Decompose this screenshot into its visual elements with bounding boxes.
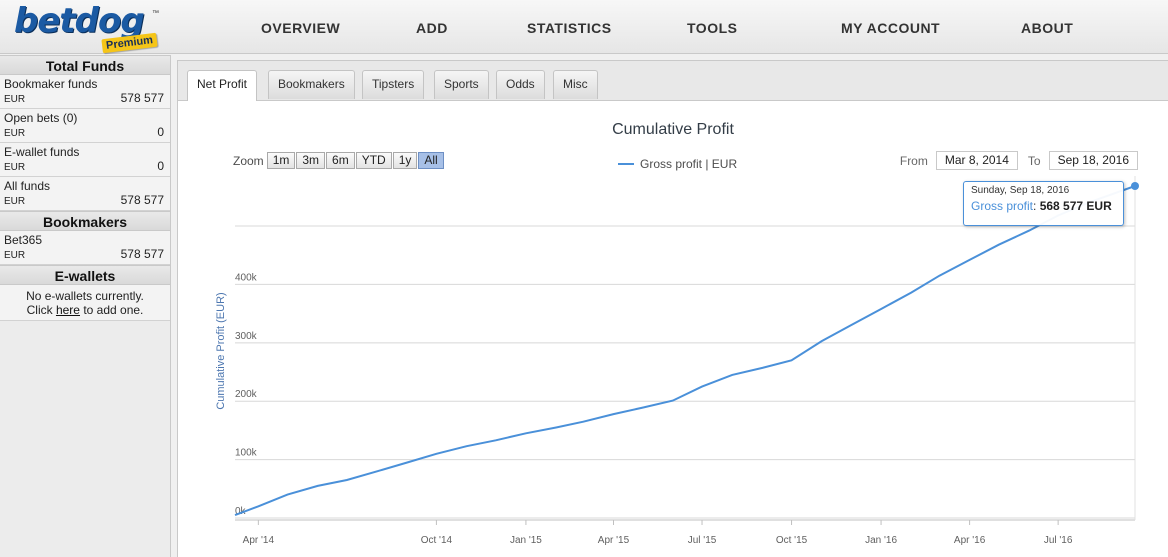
- bookmaker-label: Bet365: [4, 233, 43, 247]
- zoom-controls: Zoom 1m 3m 6m YTD 1y All: [233, 152, 445, 169]
- x-tick-label: Oct '15: [776, 535, 808, 546]
- tab-odds[interactable]: Odds: [496, 70, 545, 99]
- zoom-label: Zoom: [233, 153, 264, 168]
- zoom-6m-button[interactable]: 6m: [326, 152, 355, 169]
- x-tick-label: Apr '14: [243, 535, 275, 546]
- x-tick-label: Apr '15: [598, 535, 630, 546]
- x-tick-label: Jan '15: [510, 535, 542, 546]
- tab-tipsters[interactable]: Tipsters: [362, 70, 425, 99]
- fund-amount: 578 577: [120, 193, 164, 207]
- ewallets-heading: E-wallets: [0, 265, 170, 285]
- statistics-panel: Net Profit Bookmakers Tipsters Sports Od…: [177, 60, 1168, 557]
- y-tick-label: 0k: [235, 506, 247, 517]
- fund-currency: EUR: [4, 196, 26, 207]
- to-date-input[interactable]: Sep 18, 2016: [1048, 151, 1138, 170]
- legend-line-swatch: [618, 163, 634, 165]
- fund-label: Bookmaker funds: [4, 77, 98, 91]
- tooltip-date: Sunday, Sep 18, 2016: [971, 185, 1070, 196]
- x-tick-label: Apr '16: [954, 535, 986, 546]
- chart-title: Cumulative Profit: [612, 121, 734, 138]
- zoom-3m-button[interactable]: 3m: [296, 152, 326, 169]
- fund-row-all-funds: All funds EUR 578 577: [0, 177, 170, 211]
- brand-logo[interactable]: betdog ™ Premium: [14, 1, 164, 54]
- chart-tooltip: Sunday, Sep 18, 2016 Gross profit: 568 5…: [963, 181, 1124, 226]
- tab-sports[interactable]: Sports: [434, 70, 489, 99]
- y-tick-label: 300k: [235, 331, 258, 342]
- ewallets-empty-message: No e-wallets currently. Click here to ad…: [0, 285, 170, 321]
- legend-label: Gross profit | EUR: [640, 157, 738, 171]
- fund-currency: EUR: [4, 128, 26, 139]
- zoom-1m-button[interactable]: 1m: [266, 152, 296, 169]
- x-tick-label: Jul '15: [688, 535, 717, 546]
- nav-overview[interactable]: OVERVIEW: [261, 20, 341, 36]
- brand-wordmark: betdog: [14, 1, 145, 41]
- ewallets-click-text: Click: [26, 303, 53, 317]
- nav-add[interactable]: ADD: [416, 20, 448, 36]
- to-label: To: [1027, 153, 1041, 168]
- series-line-gross-profit: [234, 185, 1136, 517]
- x-tick-label: Jan '16: [865, 535, 897, 546]
- ewallets-add-line: Click here to add one.: [0, 303, 170, 317]
- tab-misc[interactable]: Misc: [553, 70, 598, 99]
- fund-label: E-wallet funds: [4, 145, 80, 159]
- top-bar: betdog ™ Premium OVERVIEW ADD STATISTICS…: [0, 0, 1168, 54]
- fund-label: Open bets (0): [4, 111, 78, 125]
- x-tick-label: Jul '16: [1044, 535, 1073, 546]
- bookmakers-heading: Bookmakers: [0, 211, 170, 231]
- bookmaker-currency: EUR: [4, 250, 26, 261]
- from-date-input[interactable]: Mar 8, 2014: [935, 151, 1018, 170]
- total-funds-heading: Total Funds: [0, 55, 170, 75]
- sidebar: Total Funds Bookmaker funds EUR 578 577 …: [0, 55, 171, 557]
- x-tick-label: Oct '14: [421, 535, 453, 546]
- fund-currency: EUR: [4, 162, 26, 173]
- nav-about[interactable]: ABOUT: [1021, 20, 1074, 36]
- from-label: From: [899, 153, 928, 168]
- fund-currency: EUR: [4, 94, 26, 105]
- add-ewallet-link[interactable]: here: [55, 303, 80, 317]
- fund-amount: 0: [157, 125, 164, 139]
- tab-bar: Net Profit Bookmakers Tipsters Sports Od…: [178, 61, 1168, 101]
- fund-amount: 0: [157, 159, 164, 173]
- ewallets-tail-text: to add one.: [83, 303, 144, 317]
- zoom-1y-button[interactable]: 1y: [392, 152, 418, 169]
- tooltip-value: 568 577 EUR: [1039, 199, 1112, 213]
- y-tick-label: 100k: [235, 448, 258, 459]
- fund-row-ewallet-funds: E-wallet funds EUR 0: [0, 143, 170, 177]
- date-range-selector: From Mar 8, 2014 To Sep 18, 2016: [900, 151, 1138, 170]
- y-tick-label: 400k: [235, 272, 258, 283]
- zoom-all-button[interactable]: All: [418, 152, 444, 169]
- series-end-point: [1131, 182, 1139, 190]
- tab-net-profit[interactable]: Net Profit: [187, 70, 258, 101]
- ewallets-empty-line: No e-wallets currently.: [26, 289, 144, 303]
- fund-row-open-bets: Open bets (0) EUR 0: [0, 109, 170, 143]
- tooltip-value-line: Gross profit: 568 577 EUR: [971, 199, 1112, 213]
- chart-legend[interactable]: Gross profit | EUR: [618, 157, 737, 171]
- nav-my-account[interactable]: MY ACCOUNT: [841, 20, 941, 36]
- fund-amount: 578 577: [120, 91, 164, 105]
- nav-tools[interactable]: TOOLS: [687, 20, 738, 36]
- zoom-ytd-button[interactable]: YTD: [355, 152, 392, 169]
- y-axis-title: Cumulative Profit (EUR): [215, 292, 227, 409]
- chart-plot-area[interactable]: 0k 100k 200k 300k 400k Apr '14 Oct '14 Jan '15 A…: [178, 101, 1168, 557]
- fund-row-bookmaker-funds: Bookmaker funds EUR 578 577: [0, 75, 170, 109]
- nav-statistics[interactable]: STATISTICS: [527, 20, 612, 36]
- trademark-symbol: ™: [152, 10, 159, 17]
- bookmaker-amount: 578 577: [120, 247, 164, 261]
- y-tick-label: 200k: [235, 389, 258, 400]
- cumulative-profit-chart: 0k 100k 200k 300k 400k Apr '14 Oct '14 Jan '15 A…: [178, 101, 1168, 557]
- bookmaker-row-bet365[interactable]: Bet365 EUR 578 577: [0, 231, 170, 265]
- tab-bookmakers[interactable]: Bookmakers: [268, 70, 355, 99]
- fund-label: All funds: [4, 179, 51, 193]
- tooltip-series: Gross profit: [971, 199, 1034, 213]
